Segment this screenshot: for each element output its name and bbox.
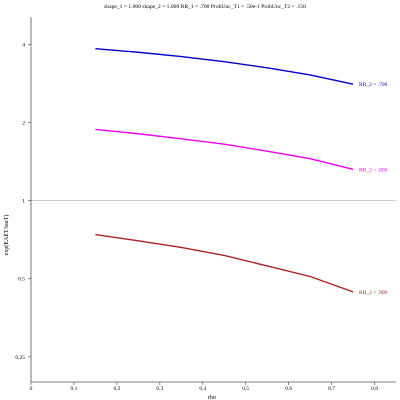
x-tick-label: 0.2 (113, 386, 120, 392)
series-line-1 (95, 47, 354, 85)
y-axis-label: exp(EAET/tauT) (3, 215, 10, 256)
axes: 0 0.1 0.2 0.3 0.4 0.5 0.6 0.7 0.8 0.25 0.5 1 2 4 (15, 17, 396, 392)
series-lines (95, 47, 354, 293)
x-tick-label: 0.3 (156, 386, 163, 392)
y-tick-label: 0.5 (18, 277, 25, 283)
y-tick-label: 4 (22, 42, 25, 48)
series-label-2: RR_2 = .800 (359, 167, 388, 173)
y-tick-label: 1 (22, 199, 25, 205)
x-tick-label: 0.1 (71, 386, 78, 392)
series-labels: RR_2 = .700 RR_2 = .800 RR_2 = .900 (359, 82, 388, 296)
series-label-1: RR_2 = .700 (359, 82, 388, 88)
series-label-3: RR_2 = .900 (359, 290, 388, 296)
y-tick-label: 0.25 (15, 355, 25, 361)
x-tick-label: 0.4 (199, 386, 206, 392)
x-tick-label: 0.7 (328, 386, 335, 392)
y-tick-label: 2 (22, 120, 25, 126)
x-tick-label: 0 (30, 386, 33, 392)
chart-title: shape_1 = 1.000 shape_2 = 1.000 RR_1 = .… (104, 4, 306, 10)
x-tick-label: 0.6 (285, 386, 292, 392)
x-axis-label: rho (208, 395, 216, 400)
x-tick-label: 0.8 (371, 386, 378, 392)
series-line-3 (95, 233, 354, 293)
x-tick-label: 0.5 (242, 386, 249, 392)
series-line-2 (95, 128, 354, 171)
